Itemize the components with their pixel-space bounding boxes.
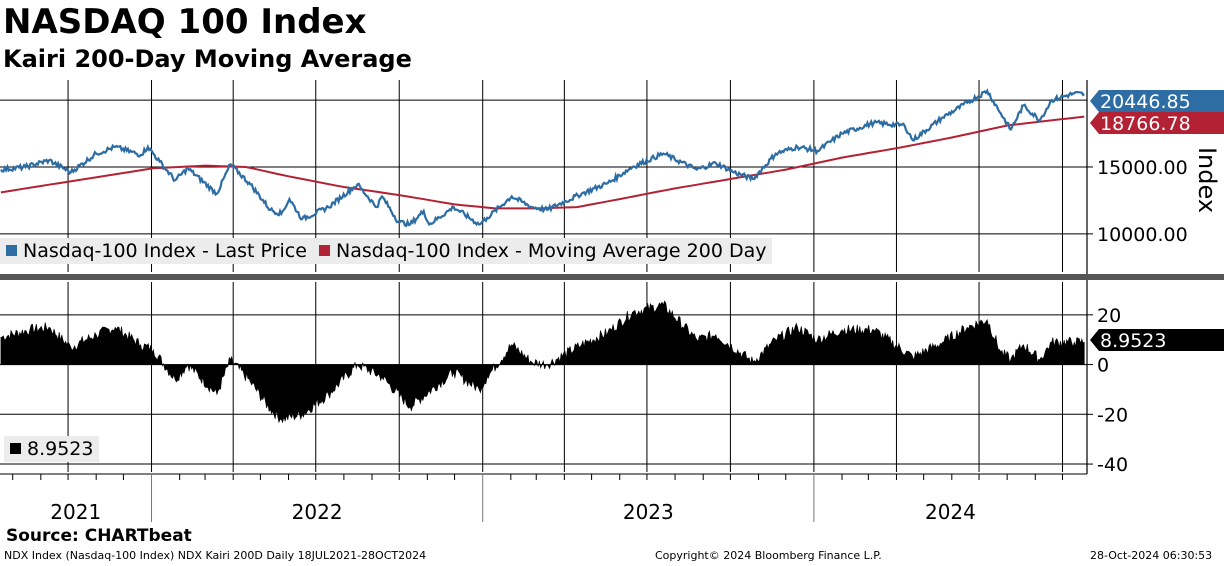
y-tick-label: 15000.00 (1097, 157, 1188, 179)
legend-entry-ma: Nasdaq-100 Index - Moving Average 200 Da… (318, 240, 767, 262)
badge-last-price: 20446.85 (1090, 90, 1224, 113)
series-line-last-price (0, 88, 1085, 228)
page-subtitle: Kairi 200-Day Moving Average (3, 45, 412, 73)
legend-label-ma: Nasdaq-100 Index - Moving Average 200 Da… (335, 240, 767, 262)
x-tick-label: 2024 (925, 500, 976, 524)
badge-moving-average-shape (1090, 112, 1224, 134)
y-axis-label: Index (1193, 147, 1221, 213)
legend-entry-kairi: 8.9523 (10, 438, 93, 460)
badge-last-price-shape (1090, 90, 1224, 112)
y-tick-label: -40 (1097, 454, 1128, 476)
x-tick-label: 2021 (50, 500, 101, 524)
panel-divider (0, 274, 1224, 280)
y-tick-label: 10000.00 (1097, 224, 1188, 246)
footer-copyright: Copyright© 2024 Bloomberg Finance L.P. (655, 549, 882, 562)
footer-left: NDX Index (Nasdaq-100 Index) NDX Kairi 2… (4, 549, 427, 562)
badge-moving-average: 18766.78 (1090, 112, 1224, 135)
y-tick-label: -20 (1097, 404, 1128, 426)
footer-timestamp: 28-Oct-2024 06:30:53 (1090, 549, 1213, 562)
axes (0, 80, 1224, 522)
badge-last-price-text: 20446.85 (1100, 91, 1191, 113)
legend-upper: Nasdaq-100 Index - Last Price Nasdaq-100… (0, 238, 773, 264)
x-tick-label: 2023 (623, 500, 674, 524)
badge-kairi: 8.9523 (1090, 329, 1224, 352)
legend-entry-price: Nasdaq-100 Index - Last Price (6, 240, 307, 262)
y-tick-label: 0 (1097, 355, 1109, 377)
badge-kairi-text: 8.9523 (1100, 330, 1166, 352)
page-title: NASDAQ 100 Index (3, 2, 367, 42)
source-note: Source: CHARTbeat (6, 526, 192, 546)
badge-kairi-shape (1090, 329, 1224, 351)
legend-label-kairi: 8.9523 (27, 438, 94, 460)
legend-lower: 8.9523 (4, 436, 100, 462)
series-line-moving-average (0, 115, 1085, 210)
y-tick-label: 20 (1097, 305, 1121, 327)
x-tick-label: 2022 (292, 500, 343, 524)
legend-label-price: Nasdaq-100 Index - Last Price (23, 240, 307, 262)
kairi-area (0, 300, 1085, 424)
badge-moving-average-text: 18766.78 (1100, 113, 1191, 135)
